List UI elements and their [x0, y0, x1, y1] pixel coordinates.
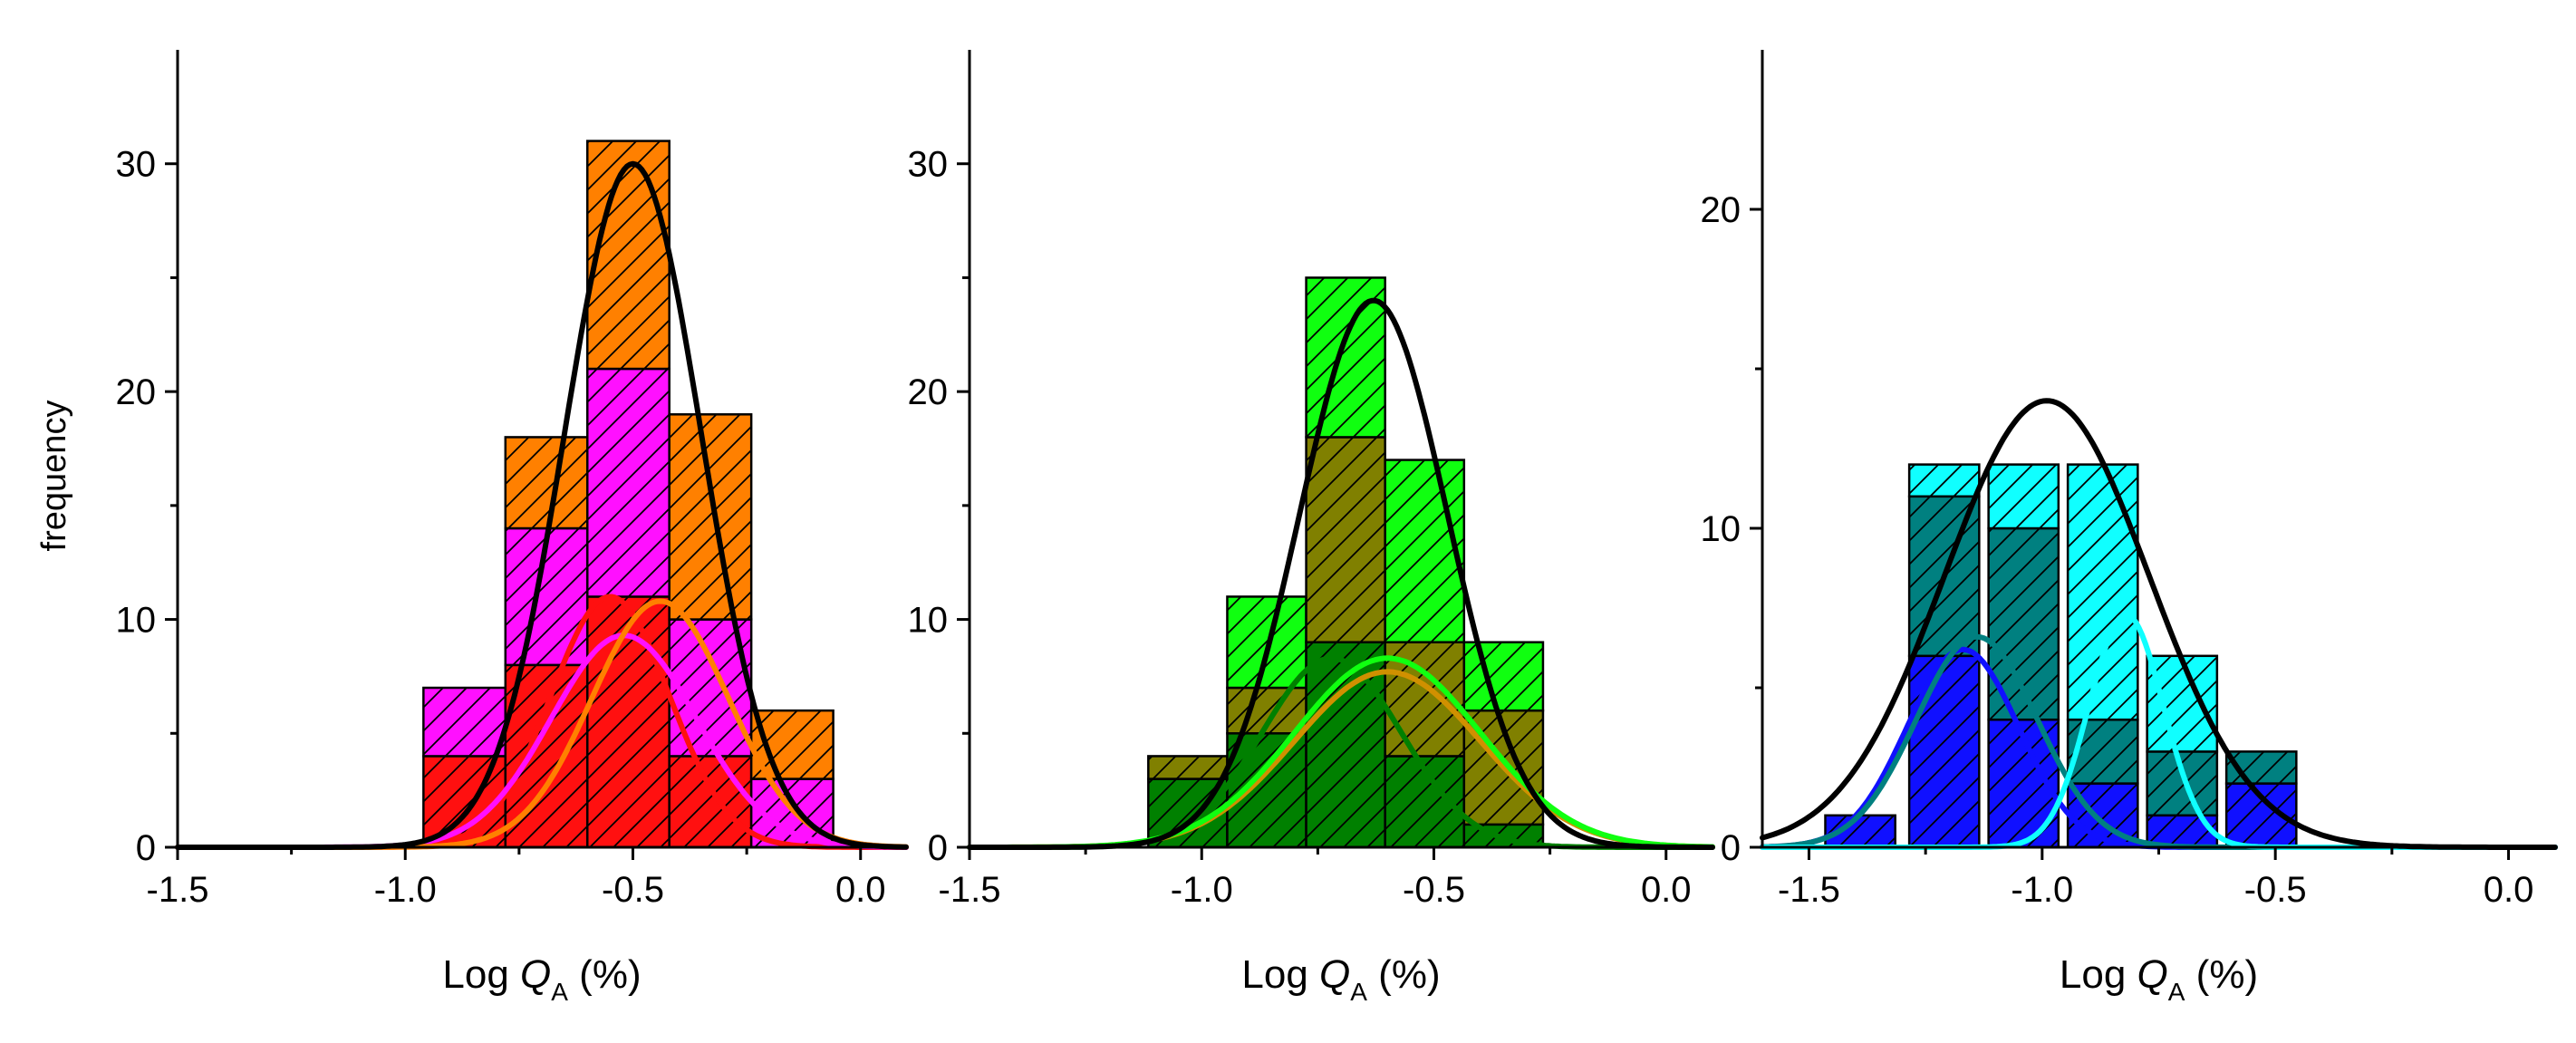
y-tick-label: 20 [116, 372, 157, 412]
panel-1: -1.5 -1.0 -0.5 0.0 0 10 20 30 Log QA (%) frequenc… [35, 50, 909, 1006]
axes: -1.5 -1.0 -0.5 0.0 0 10 20 [1701, 50, 2555, 910]
y-tick-label: 0 [1721, 828, 1741, 868]
x-tick-label: -0.5 [602, 870, 664, 910]
y-tick-label: 0 [928, 828, 948, 868]
x-tick-label: -0.5 [2244, 870, 2307, 910]
x-axis-label: Log QA (%) [442, 952, 641, 1006]
bar-segment-magenta [586, 367, 671, 598]
bar-segment-red [668, 755, 753, 849]
bar-segment-cyan [2066, 463, 2139, 721]
x-axis-label: Log QA (%) [1241, 952, 1440, 1006]
bar-segment-orange [504, 436, 589, 530]
bar-segment-cyan [2146, 654, 2219, 753]
y-axis-label: frequency [35, 401, 73, 552]
panel-2: -1.5 -1.0 -0.5 0.0 0 10 20 30 Log QA (%) [908, 50, 1715, 1006]
y-tick-label: 0 [136, 828, 156, 868]
y-tick-label: 30 [116, 145, 157, 185]
x-tick-label: -1.0 [2011, 870, 2073, 910]
axes: -1.5 -1.0 -0.5 0.0 0 10 20 30 [116, 50, 906, 910]
bar-segment-magenta [422, 686, 507, 758]
y-tick-label: 30 [908, 145, 949, 185]
bars [1147, 276, 1545, 849]
bars [422, 140, 835, 849]
axes: -1.5 -1.0 -0.5 0.0 0 10 20 30 [908, 50, 1713, 910]
bar-segment-blue [1907, 654, 1981, 849]
bar-segment-orange [668, 413, 753, 621]
y-tick-label: 20 [908, 372, 949, 412]
bar-segment-cyan [1907, 463, 1981, 498]
bar-segment-teal [2146, 750, 2219, 817]
panel-3: -1.5 -1.0 -0.5 0.0 0 10 20 Log QA (%) [1701, 50, 2558, 1006]
x-tick-label: 0.0 [2484, 870, 2534, 910]
y-tick-label: 10 [908, 601, 949, 641]
bar-segment-orange [586, 140, 671, 371]
y-tick-label: 20 [1701, 190, 1741, 230]
bar-segment-bright-green [1462, 641, 1545, 712]
x-tick-label: 0.0 [1641, 870, 1692, 910]
bar-segment-bright-green [1384, 459, 1466, 643]
bar-segment-olive [1305, 436, 1386, 643]
x-tick-label: -1.0 [1171, 870, 1233, 910]
bar-segment-dark-green [1226, 732, 1307, 849]
x-tick-label: -1.5 [147, 870, 209, 910]
y-tick-label: 10 [116, 601, 157, 641]
x-tick-label: 0.0 [835, 870, 886, 910]
x-axis-label: Log QA (%) [2060, 952, 2258, 1006]
x-tick-label: -0.5 [1403, 870, 1465, 910]
x-tick-label: -1.0 [374, 870, 437, 910]
y-tick-label: 10 [1701, 509, 1741, 549]
x-tick-label: -1.5 [1778, 870, 1840, 910]
bar-segment-olive [1147, 755, 1229, 780]
x-tick-label: -1.5 [939, 870, 1001, 910]
bar-segment-cyan [1987, 463, 2060, 530]
